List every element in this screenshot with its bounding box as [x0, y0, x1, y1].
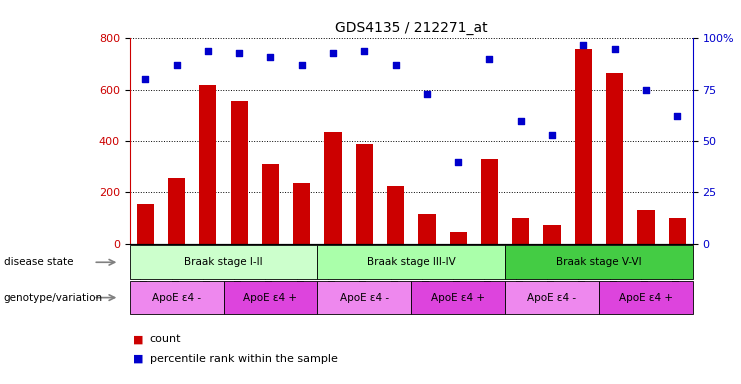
Bar — [512, 218, 529, 244]
Text: count: count — [150, 334, 182, 344]
Text: ApoE ε4 +: ApoE ε4 + — [431, 293, 485, 303]
Text: ApoE ε4 +: ApoE ε4 + — [619, 293, 673, 303]
Point — [170, 62, 182, 68]
Text: percentile rank within the sample: percentile rank within the sample — [150, 354, 338, 364]
Bar — [136, 204, 154, 244]
Point — [202, 48, 214, 54]
Bar — [356, 144, 373, 244]
Text: Braak stage I-II: Braak stage I-II — [185, 257, 263, 267]
Text: Braak stage V-VI: Braak stage V-VI — [556, 257, 642, 267]
Point — [484, 56, 496, 62]
Text: ■: ■ — [133, 354, 144, 364]
Bar — [230, 101, 247, 244]
Bar — [130, 281, 224, 314]
Bar — [130, 245, 317, 279]
Text: disease state: disease state — [4, 257, 73, 267]
Bar — [168, 177, 185, 244]
Point — [327, 50, 339, 56]
Bar — [411, 281, 505, 314]
Point — [515, 118, 527, 124]
Point — [671, 113, 683, 119]
Point — [452, 159, 464, 165]
Point — [640, 87, 652, 93]
Bar — [199, 84, 216, 244]
Point — [608, 46, 620, 52]
Text: ApoE ε4 -: ApoE ε4 - — [152, 293, 201, 303]
Point — [390, 62, 402, 68]
Bar — [293, 183, 310, 244]
Bar — [317, 281, 411, 314]
Text: ApoE ε4 -: ApoE ε4 - — [340, 293, 389, 303]
Text: ApoE ε4 -: ApoE ε4 - — [528, 293, 576, 303]
Point — [421, 91, 433, 97]
Bar — [418, 214, 436, 244]
Bar — [387, 186, 405, 244]
Text: ApoE ε4 +: ApoE ε4 + — [244, 293, 297, 303]
Point — [139, 76, 151, 83]
Text: ■: ■ — [133, 334, 144, 344]
Bar — [543, 225, 561, 244]
Bar — [505, 245, 693, 279]
Bar — [325, 132, 342, 244]
Point — [359, 48, 370, 54]
Text: Braak stage III-IV: Braak stage III-IV — [367, 257, 456, 267]
Point — [546, 132, 558, 138]
Bar — [606, 73, 623, 244]
Bar — [224, 281, 317, 314]
Point — [265, 54, 276, 60]
Bar — [575, 49, 592, 244]
Title: GDS4135 / 212271_at: GDS4135 / 212271_at — [335, 21, 488, 35]
Point — [577, 41, 589, 48]
Bar — [599, 281, 693, 314]
Point — [233, 50, 245, 56]
Bar — [481, 159, 498, 244]
Bar — [668, 218, 686, 244]
Bar — [637, 210, 654, 244]
Bar — [317, 245, 505, 279]
Text: genotype/variation: genotype/variation — [4, 293, 103, 303]
Bar — [450, 232, 467, 244]
Point — [296, 62, 308, 68]
Bar — [505, 281, 599, 314]
Bar — [262, 164, 279, 244]
